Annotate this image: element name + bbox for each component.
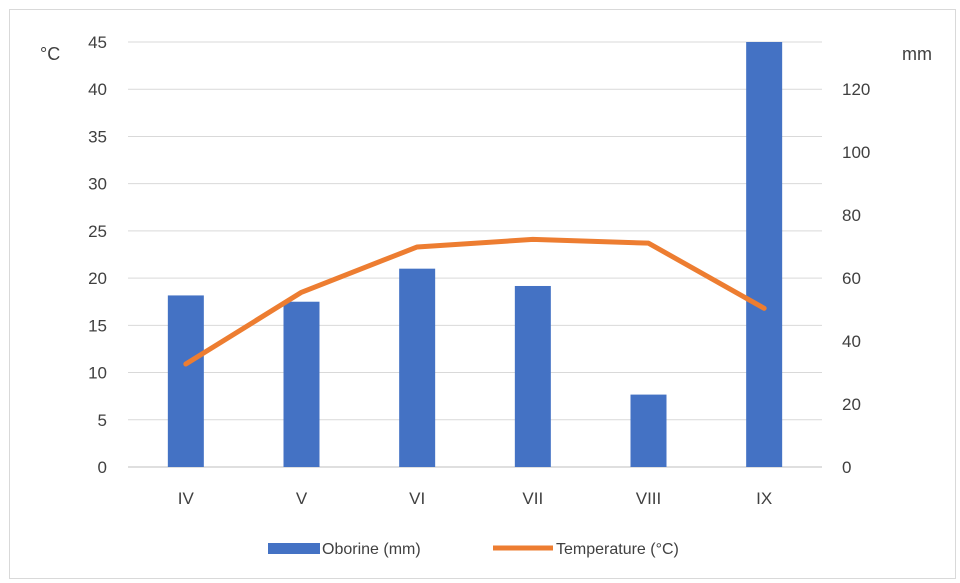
legend: Oborine (mm) Temperature (°C) xyxy=(268,541,679,558)
left-tick-label: 40 xyxy=(88,80,107,99)
chart-frame xyxy=(9,9,956,579)
left-tick-label: 10 xyxy=(88,364,107,383)
bar-VI xyxy=(399,268,436,467)
line-series xyxy=(183,236,767,367)
x-tick-label: VIII xyxy=(636,489,662,508)
legend-swatch-oborine xyxy=(268,543,320,554)
right-axis-unit: mm xyxy=(902,44,932,64)
left-tick-label: 15 xyxy=(88,316,107,335)
right-axis-ticks: 0 20 40 60 80 100 120 xyxy=(842,80,870,477)
x-tick-label: IV xyxy=(178,489,195,508)
left-tick-label: 0 xyxy=(98,458,107,477)
right-tick-label: 60 xyxy=(842,269,861,288)
right-tick-label: 100 xyxy=(842,143,870,162)
legend-label-temperature: Temperature (°C) xyxy=(556,541,679,558)
right-tick-label: 80 xyxy=(842,206,861,225)
left-tick-label: 35 xyxy=(88,127,107,146)
right-tick-label: 0 xyxy=(842,458,851,477)
left-tick-label: 20 xyxy=(88,269,107,288)
left-tick-label: 25 xyxy=(88,222,107,241)
bar-series xyxy=(167,42,783,467)
gridlines xyxy=(128,41,822,468)
right-tick-label: 40 xyxy=(842,332,861,351)
bar-VIII xyxy=(630,394,667,467)
legend-label-oborine: Oborine (mm) xyxy=(322,541,421,558)
left-tick-label: 30 xyxy=(88,175,107,194)
bar-VII xyxy=(514,285,551,467)
right-tick-label: 20 xyxy=(842,395,861,414)
right-tick-label: 120 xyxy=(842,80,870,99)
left-tick-label: 45 xyxy=(88,33,107,52)
x-axis-ticks: IV V VI VII VIII IX xyxy=(178,489,772,508)
x-tick-label: IX xyxy=(756,489,772,508)
bar-V xyxy=(283,301,320,467)
left-tick-label: 5 xyxy=(98,411,107,430)
x-tick-label: VII xyxy=(522,489,543,508)
temperature-line xyxy=(183,236,767,367)
bar-IX xyxy=(746,42,783,467)
x-tick-label: VI xyxy=(409,489,425,508)
x-tick-label: V xyxy=(296,489,308,508)
left-axis-unit: °C xyxy=(40,44,60,64)
bar-IV xyxy=(167,295,204,467)
left-axis-ticks: 0 5 10 15 20 25 30 35 40 45 xyxy=(88,33,107,477)
